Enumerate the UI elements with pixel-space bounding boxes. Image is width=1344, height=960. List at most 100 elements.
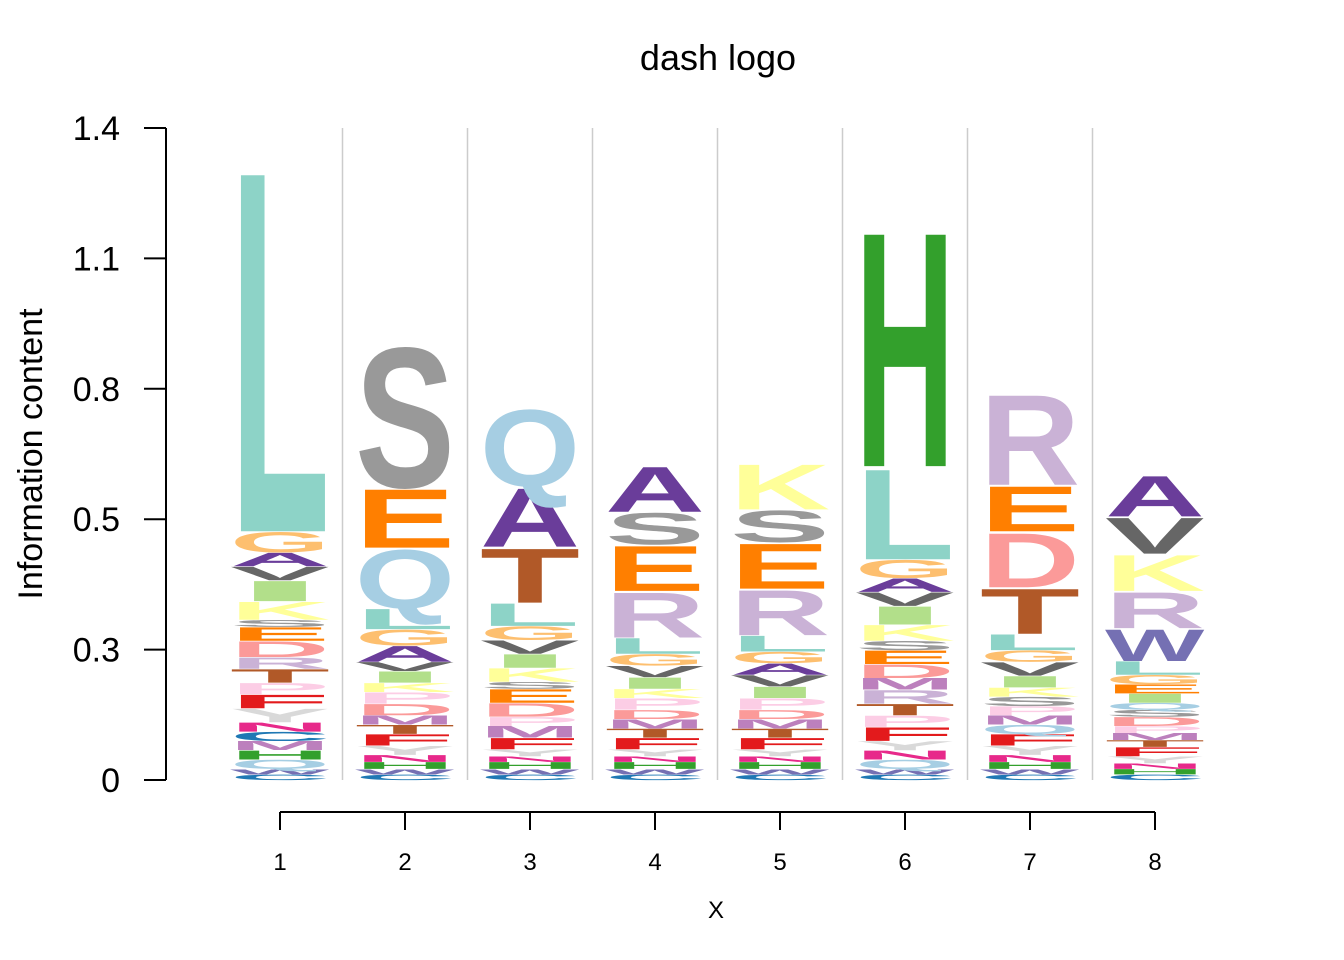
logo-letter-R: R xyxy=(605,579,705,651)
logo-letter-I: I xyxy=(605,674,705,692)
logo-letter-Q: Q xyxy=(980,722,1080,736)
logo-letter-S: S xyxy=(355,306,455,530)
logo-letter-K: K xyxy=(1105,544,1205,602)
logo-letter-V: V xyxy=(980,658,1080,680)
logo-letter-I: I xyxy=(730,683,830,701)
logo-letter-Q: Q xyxy=(355,533,455,627)
logo-letter-F: F xyxy=(355,731,455,749)
logo-letter-F: F xyxy=(605,735,705,753)
logo-letter-K: K xyxy=(730,451,830,523)
logo-letter-Y: Y xyxy=(730,747,830,758)
logo-letter-Y: Y xyxy=(355,743,455,757)
y-axis-label: Information content xyxy=(12,308,50,600)
logo-letter-D: D xyxy=(480,699,580,721)
logo-letter-C: C xyxy=(730,773,830,782)
logo-letter-P: P xyxy=(855,712,955,730)
logo-letter-F: F xyxy=(980,731,1080,749)
logo-letter-T: T xyxy=(480,533,580,620)
logo-letter-M: M xyxy=(605,717,705,731)
logo-letter-I: I xyxy=(230,575,330,608)
logo-letter-H: H xyxy=(230,748,330,762)
logo-letter-T: T xyxy=(1105,738,1205,749)
logo-letter-L: L xyxy=(1105,657,1205,679)
logo-letter-N: N xyxy=(1105,762,1205,771)
logo-letter-I: I xyxy=(1105,691,1205,705)
column-separators xyxy=(341,128,1094,780)
logo-letter-G: G xyxy=(980,647,1080,665)
logo-letter-S: S xyxy=(230,618,330,629)
logo-letter-P: P xyxy=(730,695,830,713)
logo-letter-H: H xyxy=(355,760,455,771)
letter-stacks: CWQHMCNYFPTRDESKIVAGLCWHNYFTMDPKIVAGLQES… xyxy=(230,65,1205,782)
logo-letter-C: C xyxy=(980,773,1080,782)
logo-letter-Y: Y xyxy=(855,739,955,753)
logo-letter-H: H xyxy=(730,760,830,771)
logo-letter-M: M xyxy=(855,675,955,693)
logo-letter-A: A xyxy=(355,641,455,666)
logo-letter-C: C xyxy=(1105,773,1205,782)
logo-letter-T: T xyxy=(980,576,1080,648)
logo-letter-R: R xyxy=(730,577,830,649)
logo-letter-R: R xyxy=(1105,582,1205,640)
logo-letter-K: K xyxy=(855,620,955,645)
logo-letter-S: S xyxy=(855,638,955,652)
logo-letter-F: F xyxy=(230,691,330,713)
logo-letter-K: K xyxy=(980,685,1080,699)
logo-letter-E: E xyxy=(355,472,455,566)
logo-letter-P: P xyxy=(1105,724,1205,735)
logo-letter-L: L xyxy=(230,65,330,642)
logo-letter-V: V xyxy=(1105,507,1205,565)
logo-letter-N: N xyxy=(855,748,955,762)
logo-letter-K: K xyxy=(605,686,705,700)
logo-letter-D: D xyxy=(855,661,955,683)
logo-letter-L: L xyxy=(855,443,955,588)
logo-letter-A: A xyxy=(605,453,705,525)
y-tick-label: 0.3 xyxy=(73,632,120,670)
logo-letter-R: R xyxy=(855,686,955,708)
logo-letter-M: M xyxy=(230,739,330,753)
logo-letter-N: N xyxy=(480,755,580,764)
x-tick-label: 1 xyxy=(273,849,286,876)
logo-letter-R: R xyxy=(980,369,1080,513)
logo-letter-W: W xyxy=(1105,621,1205,671)
logo-letter-F: F xyxy=(1105,745,1205,759)
logo-letter-P: P xyxy=(355,689,455,707)
logo-letter-C: C xyxy=(855,773,955,782)
logo-letter-P: P xyxy=(480,714,580,728)
logo-letter-I: I xyxy=(480,650,580,672)
logo-letter-T: T xyxy=(730,726,830,740)
logo-letter-M: M xyxy=(355,713,455,727)
logo-letter-K: K xyxy=(355,680,455,694)
logo-letter-H: H xyxy=(855,161,955,538)
logo-letter-F: F xyxy=(855,723,955,745)
logo-letter-T: T xyxy=(230,665,330,687)
logo-letter-W: W xyxy=(855,767,955,776)
x-tick-label: 4 xyxy=(648,849,661,876)
logo-letter-A: A xyxy=(730,660,830,678)
logo-letter-Y: Y xyxy=(480,747,580,758)
logo-letter-D: D xyxy=(730,707,830,721)
logo-letter-V: V xyxy=(480,636,580,658)
logo-letter-A: A xyxy=(480,471,580,565)
logo-letter-T: T xyxy=(605,726,705,740)
logo-letter-Y: Y xyxy=(980,743,1080,757)
logo-letter-A: A xyxy=(230,549,330,571)
logo-letter-H: H xyxy=(605,760,705,771)
x-axis-label: X xyxy=(708,897,724,924)
logo-letter-C: C xyxy=(355,773,455,782)
logo-letter-L: L xyxy=(605,633,705,658)
logo-letter-P: P xyxy=(605,695,705,713)
logo-letter-N: N xyxy=(230,720,330,734)
x-tick-label: 7 xyxy=(1023,849,1036,876)
logo-letter-L: L xyxy=(730,631,830,656)
logo-letter-G: G xyxy=(1105,672,1205,686)
logo-letter-D: D xyxy=(980,517,1080,604)
logo-letter-Q: Q xyxy=(1105,701,1205,712)
y-tick-label: 0.8 xyxy=(73,371,120,409)
chart-title: dash logo xyxy=(640,37,796,78)
logo-letter-Y: Y xyxy=(230,705,330,727)
